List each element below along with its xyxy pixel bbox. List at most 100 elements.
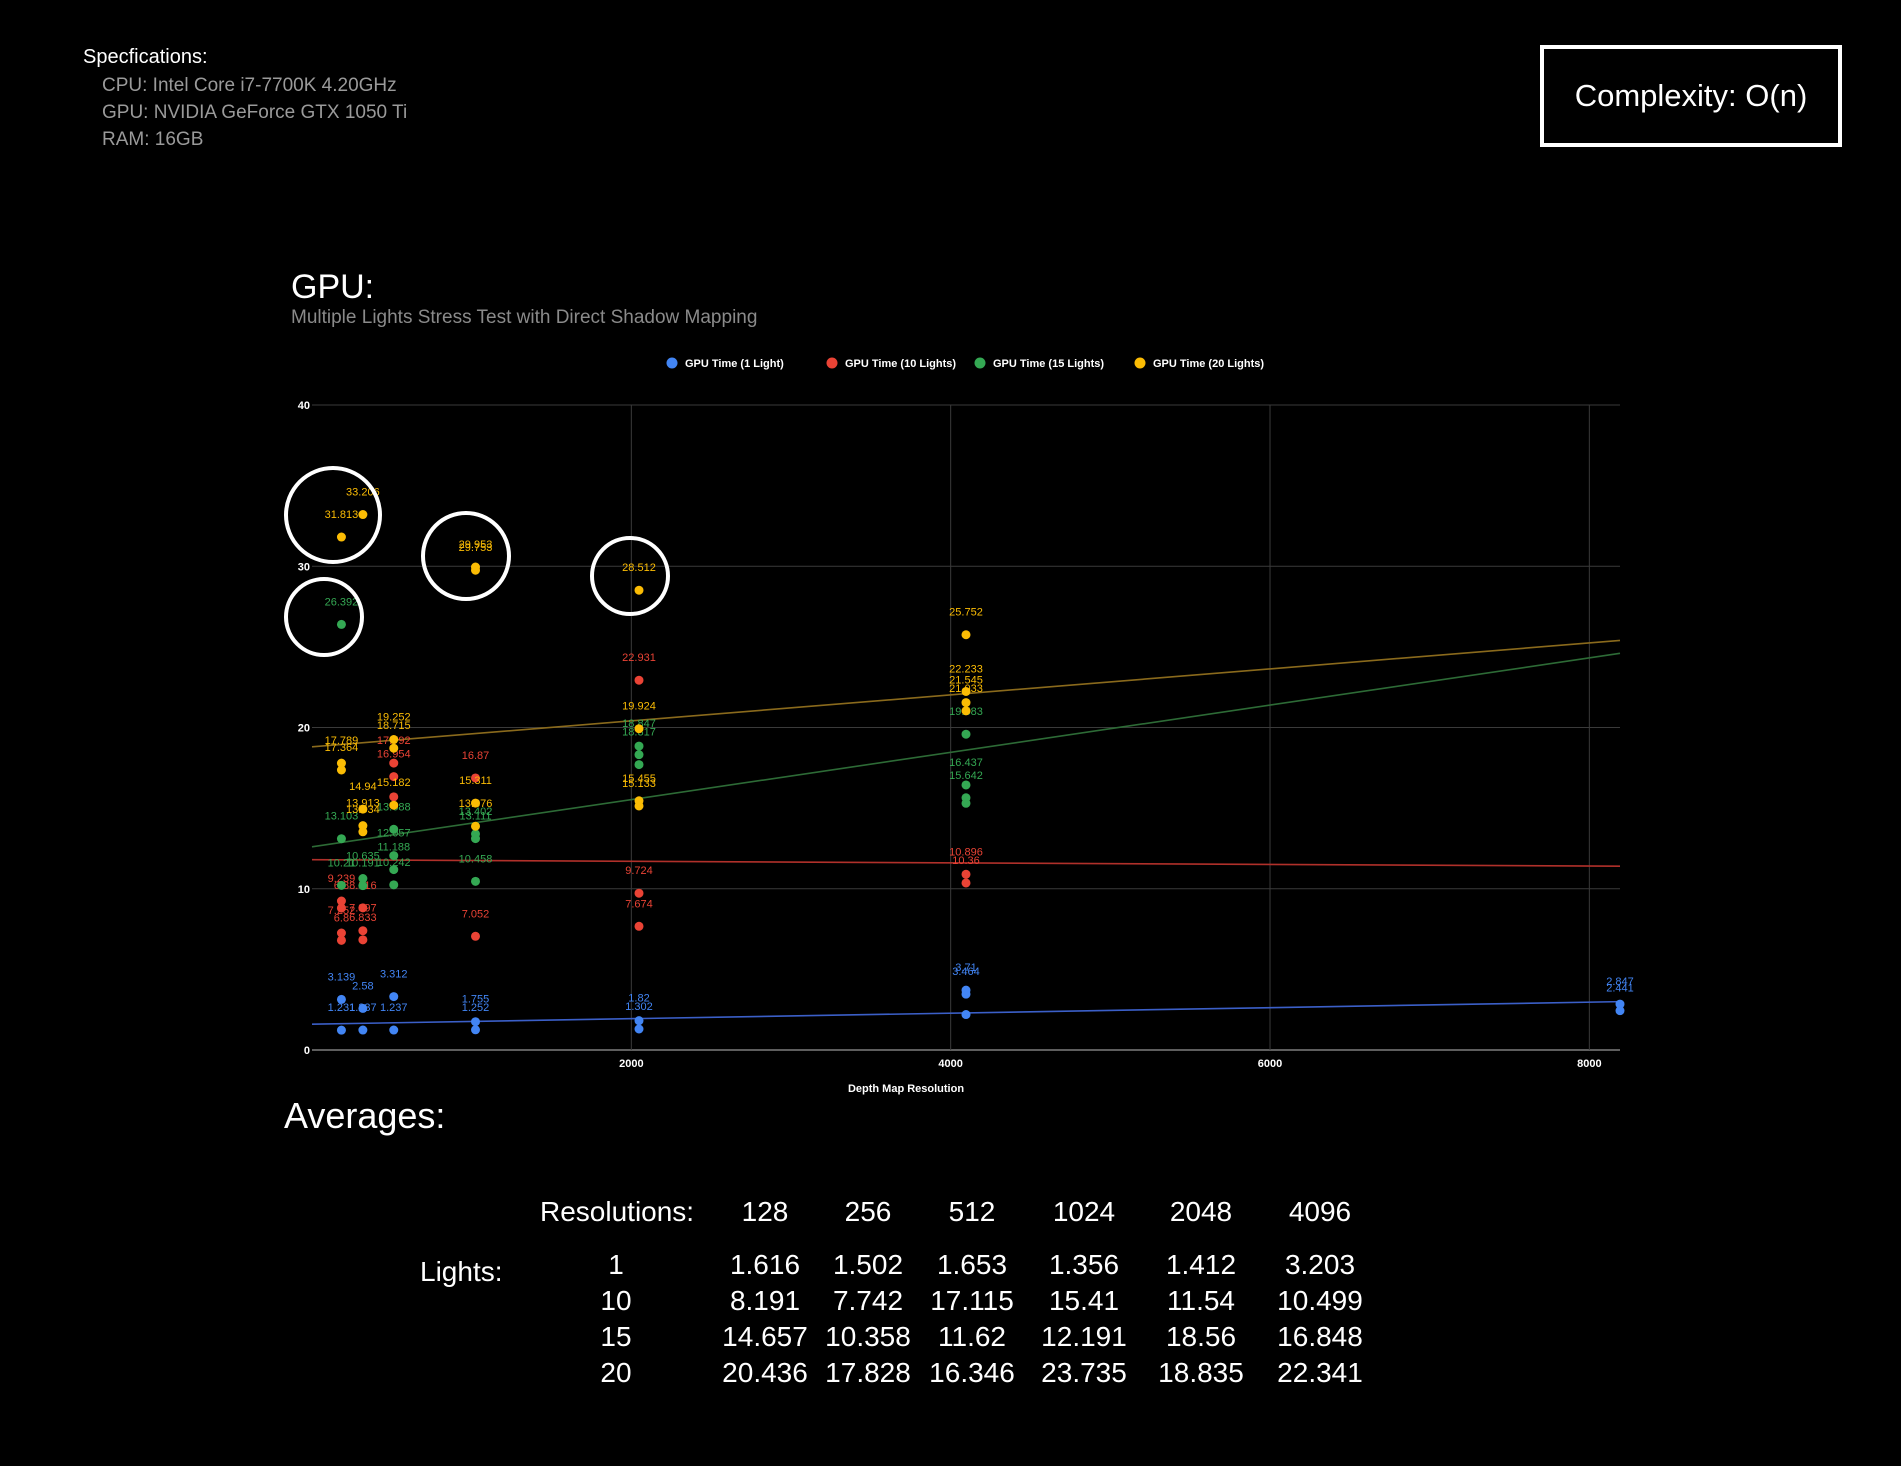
data-label: 10.458 xyxy=(459,853,493,865)
data-label: 16.87 xyxy=(462,750,490,762)
data-point xyxy=(471,876,480,886)
data-label: 1.302 xyxy=(625,1001,653,1013)
data-point xyxy=(389,758,399,768)
data-label: 29.953 xyxy=(459,539,493,551)
data-point xyxy=(471,931,480,941)
y-tick-label: 40 xyxy=(298,400,310,412)
data-label: 2.441 xyxy=(1606,983,1634,995)
data-label: 15.133 xyxy=(622,778,656,790)
chart-title: GPU: xyxy=(291,268,375,306)
chart-subtitle: Multiple Lights Stress Test with Direct … xyxy=(291,307,758,328)
data-label: 7.397 xyxy=(349,903,377,915)
data-label: 22.931 xyxy=(622,652,656,664)
data-point xyxy=(389,1025,399,1035)
y-tick-label: 0 xyxy=(304,1045,310,1057)
average-value: 17.828 xyxy=(825,1357,911,1388)
data-label: 17.364 xyxy=(325,742,359,754)
data-label: 3.71 xyxy=(955,962,976,974)
data-label: 19.924 xyxy=(622,701,656,713)
average-value: 7.742 xyxy=(832,1285,904,1316)
data-point xyxy=(471,798,480,808)
averages-title: Averages: xyxy=(284,1095,446,1136)
data-point xyxy=(961,630,971,640)
data-label: 1.237 xyxy=(380,1002,408,1014)
y-tick-label: 30 xyxy=(298,561,310,573)
data-label: 10.36 xyxy=(952,855,980,867)
data-point xyxy=(389,772,399,782)
highlight-circle xyxy=(284,466,382,564)
data-point xyxy=(389,992,399,1002)
data-label: 26.392 xyxy=(325,596,359,608)
data-label: 13.534 xyxy=(346,804,380,816)
data-point xyxy=(389,851,399,861)
legend-marker xyxy=(826,357,838,369)
data-point xyxy=(1615,999,1625,1009)
trendline xyxy=(311,858,1621,867)
data-point xyxy=(336,994,346,1004)
specifications-title: Specfications: xyxy=(83,46,208,68)
data-point xyxy=(961,780,971,790)
data-label: 18.847 xyxy=(622,718,656,730)
average-value: 14.657 xyxy=(722,1321,808,1352)
data-label: 16.437 xyxy=(949,757,983,769)
resolution-header: 1024 xyxy=(1052,1196,1116,1227)
highlight-circle xyxy=(590,536,670,616)
data-point xyxy=(471,773,480,783)
data-point xyxy=(634,750,644,760)
data-point xyxy=(961,698,971,708)
data-label: 15.182 xyxy=(377,777,411,789)
data-label: 28.512 xyxy=(622,562,656,574)
data-point xyxy=(336,935,346,945)
data-point xyxy=(336,758,346,768)
average-value: 1.616 xyxy=(729,1249,801,1280)
data-point xyxy=(389,865,399,875)
x-tick-label: 6000 xyxy=(1258,1058,1282,1070)
average-value: 17.115 xyxy=(930,1285,1014,1316)
resolutions-label: Resolutions: xyxy=(540,1196,695,1227)
data-label: 10.21 xyxy=(328,857,356,869)
average-value: 10.358 xyxy=(825,1321,911,1352)
lights-label: Lights: xyxy=(420,1256,503,1287)
data-label: 22.233 xyxy=(949,663,983,675)
data-label: 2.58 xyxy=(352,980,373,992)
average-value: 1.653 xyxy=(936,1249,1008,1280)
data-point xyxy=(1615,1006,1625,1016)
data-label: 11.188 xyxy=(377,842,410,854)
data-label: 3.139 xyxy=(328,971,356,983)
data-point xyxy=(336,928,346,938)
average-value: 23.735 xyxy=(1041,1357,1127,1388)
data-point xyxy=(471,565,480,575)
data-point xyxy=(336,880,346,890)
average-value: 18.835 xyxy=(1158,1357,1244,1388)
x-tick-label: 4000 xyxy=(938,1058,962,1070)
legend-label: GPU Time (20 Lights) xyxy=(1153,358,1264,370)
data-label: 1.237 xyxy=(349,1002,377,1014)
data-point xyxy=(634,921,644,931)
average-value: 12.191 xyxy=(1041,1321,1127,1352)
data-label: 31.813 xyxy=(325,509,359,521)
data-label: 6.8 xyxy=(334,912,349,924)
data-point xyxy=(389,735,399,745)
data-label: 1.755 xyxy=(462,994,490,1006)
data-label: 13.111 xyxy=(459,811,491,823)
data-point xyxy=(634,1024,644,1034)
data-label: 29.753 xyxy=(459,542,493,554)
data-point xyxy=(634,1016,644,1026)
data-label: 3.312 xyxy=(380,969,408,981)
light-count: 20 xyxy=(600,1357,632,1388)
data-label: 6.833 xyxy=(349,912,377,924)
average-value: 11.54 xyxy=(1167,1285,1235,1316)
data-point xyxy=(336,619,346,629)
complexity-label: Complexity: O(n) xyxy=(1574,78,1808,113)
data-point xyxy=(961,989,971,999)
data-point xyxy=(961,686,971,696)
average-value: 22.341 xyxy=(1277,1357,1363,1388)
data-label: 9.724 xyxy=(625,865,653,877)
data-point xyxy=(961,869,971,879)
data-label: 9.239 xyxy=(328,873,356,885)
data-point xyxy=(961,729,971,739)
average-value: 8.191 xyxy=(729,1285,801,1316)
data-label: 7.252 xyxy=(328,905,356,917)
data-point xyxy=(336,834,346,844)
average-value: 3.203 xyxy=(1284,1249,1356,1280)
